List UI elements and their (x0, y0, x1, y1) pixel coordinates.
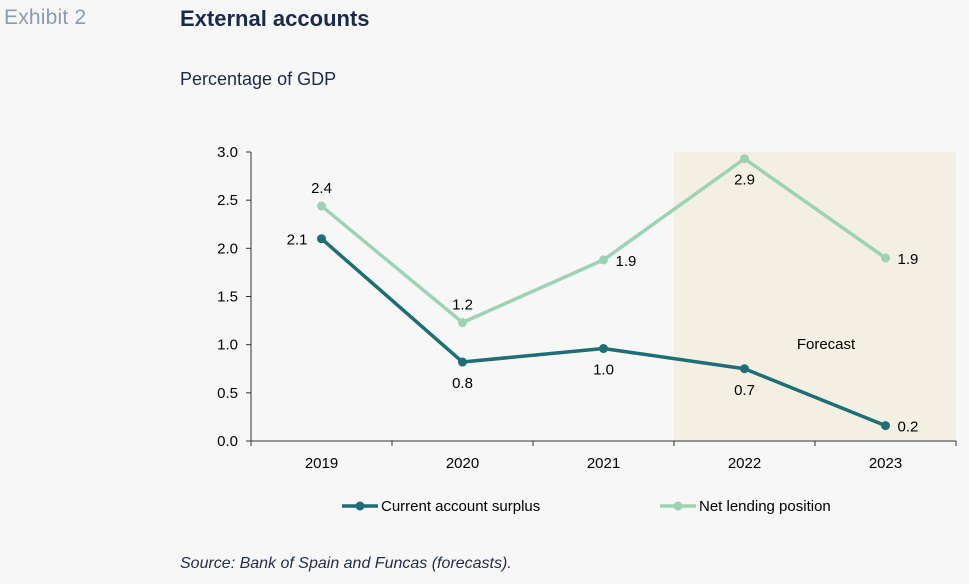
data-point (599, 344, 608, 354)
data-label: 0.2 (898, 419, 919, 436)
axes: 0.0 0.5 1.0 1.5 2.0 2.5 3.0 2019 2020 2021 2022 202… (217, 144, 957, 472)
y-tick-label: 2.5 (217, 192, 238, 209)
exhibit-label: Exhibit 2 (4, 6, 87, 29)
y-tick-label: 0.5 (217, 385, 238, 402)
x-tick-label: 2021 (587, 455, 620, 472)
forecast-label: Forecast (797, 336, 856, 353)
legend-item: Net lending position (660, 498, 831, 515)
data-label: 0.7 (734, 382, 755, 399)
legend-item: Current account surplus (342, 498, 540, 515)
data-point (740, 364, 749, 374)
data-point (881, 421, 890, 431)
data-label: 1.9 (898, 251, 919, 268)
legend: Current account surplus Net lending posit… (342, 498, 831, 515)
data-label: 1.9 (616, 253, 637, 270)
data-point (317, 201, 326, 211)
data-label: 1.0 (593, 362, 614, 379)
y-tick-label: 2.0 (217, 240, 238, 257)
legend-label: Net lending position (699, 498, 831, 515)
data-point (458, 357, 467, 367)
y-tick-label: 0.0 (217, 433, 238, 450)
data-point (317, 234, 326, 244)
data-label: 2.1 (287, 232, 308, 249)
data-label: 0.8 (452, 375, 473, 392)
data-label: 2.9 (734, 172, 755, 189)
legend-label: Current account surplus (381, 498, 540, 515)
series-current-account (317, 234, 890, 431)
chart-title: External accounts (180, 6, 370, 31)
y-tick-label: 3.0 (217, 144, 238, 161)
chart-subtitle: Percentage of GDP (180, 69, 337, 89)
data-point (458, 318, 467, 328)
series-net-lending (317, 154, 890, 328)
legend-swatch-marker (673, 501, 683, 511)
data-label: 1.2 (452, 297, 473, 314)
data-point (599, 255, 608, 265)
x-tick-label: 2019 (305, 455, 338, 472)
y-tick-label: 1.5 (217, 289, 238, 306)
source-note: Source: Bank of Spain and Funcas (foreca… (180, 555, 512, 572)
data-labels: 2.1 0.8 1.0 0.7 0.2 (287, 232, 919, 436)
data-labels: 2.4 1.2 1.9 2.9 1.9 (311, 172, 918, 314)
x-tick-label: 2022 (728, 455, 761, 472)
x-tick-label: 2023 (869, 455, 902, 472)
data-label: 2.4 (311, 180, 332, 197)
forecast-band (674, 152, 956, 441)
x-tick-label: 2020 (446, 455, 479, 472)
data-point (740, 154, 749, 164)
data-point (881, 253, 890, 263)
legend-swatch-marker (355, 501, 365, 511)
y-tick-label: 1.0 (217, 337, 238, 354)
series-layer: 2.1 0.8 1.0 0.7 0.2 2.4 1.2 1.9 2.9 1.9 (287, 154, 919, 436)
